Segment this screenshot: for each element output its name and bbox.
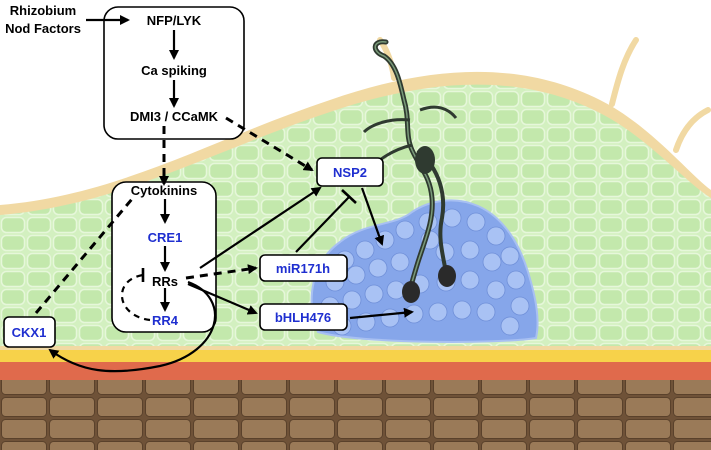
nsp2-label: NSP2 bbox=[333, 165, 367, 180]
dmi3-ccamk-label: DMI3 / CCaMK bbox=[130, 109, 219, 124]
diagram-arrows bbox=[34, 15, 414, 373]
endodermis-layer bbox=[0, 350, 711, 362]
nodule-primordium bbox=[310, 199, 539, 343]
stele-layer bbox=[0, 380, 711, 450]
dmi3-to-nsp2-arrow bbox=[225, 116, 314, 172]
ca-spiking-label: Ca spiking bbox=[141, 63, 207, 78]
nfp-lyk-label: NFP/LYK bbox=[147, 13, 202, 28]
bhlh476-box bbox=[259, 303, 348, 331]
inhibition-bar bbox=[341, 189, 357, 204]
rrs-to-mir171h-arrow bbox=[185, 264, 258, 280]
mir171h-inhibits-nsp2 bbox=[295, 195, 351, 253]
pericycle-layer bbox=[0, 362, 711, 380]
nsp2-box bbox=[316, 157, 384, 187]
input-label-line2: Nod Factors bbox=[5, 21, 81, 36]
cre1-to-nsp2-arrow bbox=[199, 186, 322, 269]
root-hair bbox=[673, 107, 711, 153]
rrs-to-ckx1-arrow bbox=[48, 280, 217, 373]
nfp-pathway-box bbox=[103, 6, 245, 140]
rrs-label: RRs bbox=[152, 274, 178, 289]
bhlh476-to-nodule-arrow bbox=[349, 307, 414, 320]
cre1-label: CRE1 bbox=[148, 230, 183, 245]
input-label-line1: Rhizobium bbox=[10, 3, 76, 18]
rr4-inhibits-rrs bbox=[120, 273, 151, 322]
ckx1-label: CKX1 bbox=[12, 325, 47, 340]
bhlh476-label: bHLH476 bbox=[275, 310, 331, 325]
nsp2-to-nodule-arrow bbox=[360, 187, 385, 246]
rr4-label: RR4 bbox=[152, 313, 179, 328]
root-hair bbox=[609, 37, 639, 107]
ckx1-box bbox=[3, 316, 56, 348]
infection-threads bbox=[362, 39, 458, 303]
mir171h-box bbox=[259, 254, 348, 282]
ckx1-inhibits-cytokinins bbox=[34, 198, 134, 314]
cytokinins-label: Cytokinins bbox=[131, 183, 197, 198]
mir171h-label: miR171h bbox=[276, 261, 330, 276]
